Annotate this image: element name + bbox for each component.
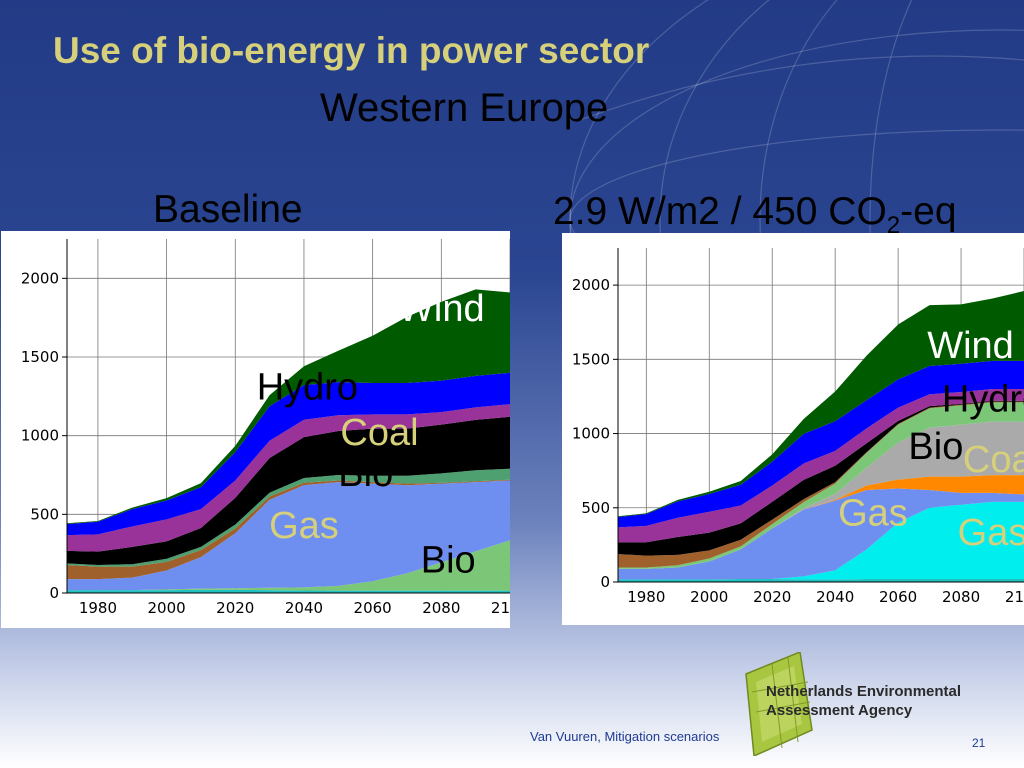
x-tick-label: 2020 [216,599,254,617]
area-series-wind [618,291,1024,517]
area-series-unlabeled-6 [67,404,510,552]
series-label-wind: Wind [927,325,1014,367]
y-tick-label: 2000 [21,269,59,287]
series-label-wind: Wind [398,288,485,330]
series-label-bio: Bio [338,453,393,495]
x-tick-label: 2040 [285,599,323,617]
x-tick-label: 2040 [816,588,854,606]
x-tick-label: 2020 [753,588,791,606]
x-tick-label: 2000 [147,599,185,617]
page-number: 21 [972,736,986,750]
series-label-coal: Coal [340,412,418,454]
area-series-gas [618,501,1024,580]
series-label-coal: Coal [963,439,1024,481]
x-tick-label: 2080 [422,599,460,617]
y-tick-label: 1500 [21,348,59,366]
area-series-coal [67,416,510,565]
area-series-unlabeled-4 [67,468,510,567]
x-tick-label: 2060 [354,599,392,617]
agency-name-line1: Netherlands Environmental [766,683,962,700]
baseline-title-text: Baseline [153,188,303,231]
baseline-chart-svg: 0 500 1000 1500 2000 1980 2000 2020 2040 2060 2080… [21,239,510,617]
y-tick-label: 2000 [572,276,610,294]
x-tick-label: 1980 [627,588,665,606]
area-series-bio [67,540,510,591]
footer-author: Van Vuuren, Mitigation scenarios [530,729,720,744]
y-tick-label: 1000 [572,425,610,443]
area-series-unlabeled-8 [618,389,1024,543]
area-series-unlabeled-2 [618,488,1024,580]
y-tick-label: 1500 [572,350,610,368]
area-series-bio [618,402,1024,569]
policy-title-subscript: 2 [886,211,901,239]
area-series-wind [67,289,510,525]
x-tick-label: 2080 [942,588,980,606]
area-series-unlabeled-3 [67,479,510,580]
baseline-panel-title: Baseline [153,188,303,232]
baseline-chart: 0 500 1000 1500 2000 1980 2000 2020 2040 2060 2080… [1,231,510,628]
series-label-gas: Gas [838,493,908,535]
series-label-hydro: Hydro [257,366,358,408]
area-series-unlabeled-3 [618,475,1024,569]
area-series-hydro [67,372,510,536]
series-label-hydro: Hydro [942,378,1024,420]
policy-chart-svg: 0 500 1000 1500 2000 1980 2000 2020 2040 2060 2080… [572,248,1024,606]
x-tick-label: 2000 [690,588,728,606]
agency-name: Netherlands Environmental Assessment Age… [766,682,961,720]
policy-chart: 0 500 1000 1500 2000 1980 2000 2020 2040 2060 2080… [562,233,1024,625]
area-series-unlabeled-7 [618,400,1024,556]
y-tick-label: 500 [581,499,610,517]
policy-panel-title: 2.9 W/m2 / 450 CO2-eq [553,190,957,240]
x-tick-label: 1980 [79,599,117,617]
series-label-gas: Gas [958,512,1024,554]
area-series-coal [618,421,1024,569]
y-tick-label: 500 [30,505,59,523]
series-label-gas: Gas [269,505,339,547]
series-label-bio: Bio [421,540,476,582]
policy-title-suffix: -eq [900,190,957,233]
slide-subtitle: Western Europe [320,86,609,130]
x-tick-label: 2100 [491,599,510,617]
y-tick-label: 0 [49,584,59,602]
y-tick-label: 0 [600,573,610,591]
policy-title-text: 2.9 W/m2 / 450 CO [553,190,887,233]
y-tick-label: 1000 [21,427,59,445]
area-series-unlabeled-0 [618,579,1024,582]
agency-name-line2: Assessment Agency [766,702,913,719]
x-tick-label: 2100 [1005,588,1024,606]
area-series-hydro [618,360,1024,528]
agency-logo [745,652,813,756]
area-series-gas [67,480,510,591]
series-label-bio: Bio [908,426,963,468]
x-tick-label: 2060 [879,588,917,606]
slide-title: Use of bio-energy in power sector [53,30,650,71]
